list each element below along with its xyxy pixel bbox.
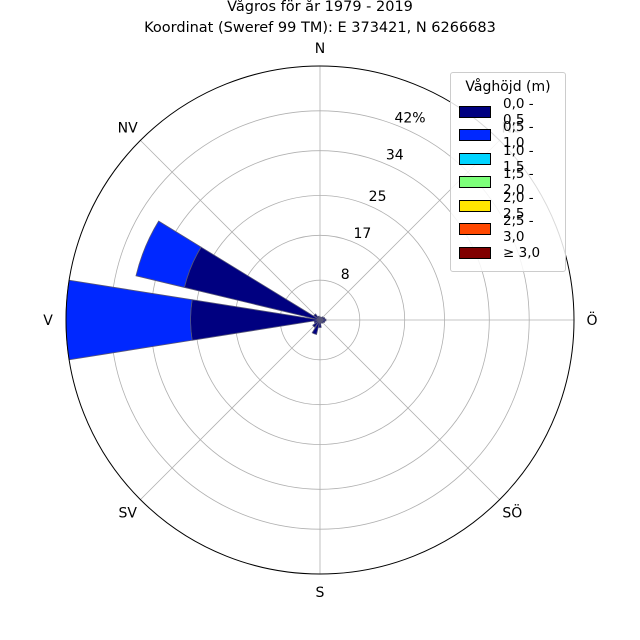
legend-label: ≥ 3,0 [503,244,541,261]
radial-tick-label: 34 [386,148,404,164]
direction-label: SV [118,505,137,521]
legend-item: ≥ 3,0 [459,241,557,265]
legend-swatch [459,223,491,236]
radial-tick-label: 8 [341,267,350,283]
rose-bar-segment [318,319,322,328]
legend-swatch [459,105,491,118]
outer-frame [65,65,575,575]
legend-label: 2,0 - 2,5 [503,189,534,222]
grid-spoke [319,319,500,500]
legend-swatch [459,199,491,212]
legend-item: 2,5 - 3,0 [459,213,557,245]
rose-bar-segment [313,313,321,321]
rose-bar-segment [317,315,321,321]
legend-swatch [459,176,491,189]
legend-label: 1,0 - 1,5 [503,142,534,175]
bars-layer [65,220,327,361]
grid-spoke [140,319,321,500]
grid-spoke [140,140,321,321]
legend: Våghöjd (m) 0,0 - 0,5 0,5 - 1,0 1,0 - 1,5 1… [450,72,566,272]
direction-label: N [315,41,325,57]
legend-item: 0,0 - 0,5 [459,96,557,128]
rose-bar-segment [313,319,321,324]
legend-swatch [459,129,491,142]
radial-tick-label: 42% [394,111,425,127]
radial-tick-label: 25 [369,189,387,205]
direction-label: V [43,313,53,329]
legend-item: 1,5 - 2,0 [459,166,557,198]
direction-label: NV [118,121,138,137]
grid-layer [66,66,574,574]
chart-title: Vågros för år 1979 - 2019 [227,0,413,15]
rose-bar-segment [65,279,193,361]
legend-item: 2,0 - 2,5 [459,190,557,222]
legend-swatch [459,152,491,165]
legend-label: 1,5 - 2,0 [503,166,534,199]
direction-label: S [316,585,325,601]
direction-label: SÖ [502,503,522,521]
direction-label: Ö [586,311,597,329]
legend-label: 0,5 - 1,0 [503,119,534,152]
rose-bar-segment [311,319,321,336]
frame-layer [65,65,575,575]
legend-title: Våghöjd (m) [465,79,551,95]
legend-label: 2,5 - 3,0 [503,213,534,246]
rose-bar-segment [135,220,202,288]
legend-swatch [459,246,491,259]
radial-tick-label: 17 [353,226,371,242]
legend-label: 0,0 - 0,5 [503,95,534,128]
legend-items: 0,0 - 0,5 0,5 - 1,0 1,0 - 1,5 1,5 - 2,0 2,0 … [459,96,557,265]
rose-bar-segment [312,319,321,328]
legend-item: 0,5 - 1,0 [459,119,557,151]
chart-subtitle: Koordinat (Sweref 99 TM): E 373421, N 62… [144,20,496,36]
rose-bar-segment [319,318,327,322]
rose-bar-segment [190,299,321,341]
legend-item: 1,0 - 1,5 [459,143,557,175]
